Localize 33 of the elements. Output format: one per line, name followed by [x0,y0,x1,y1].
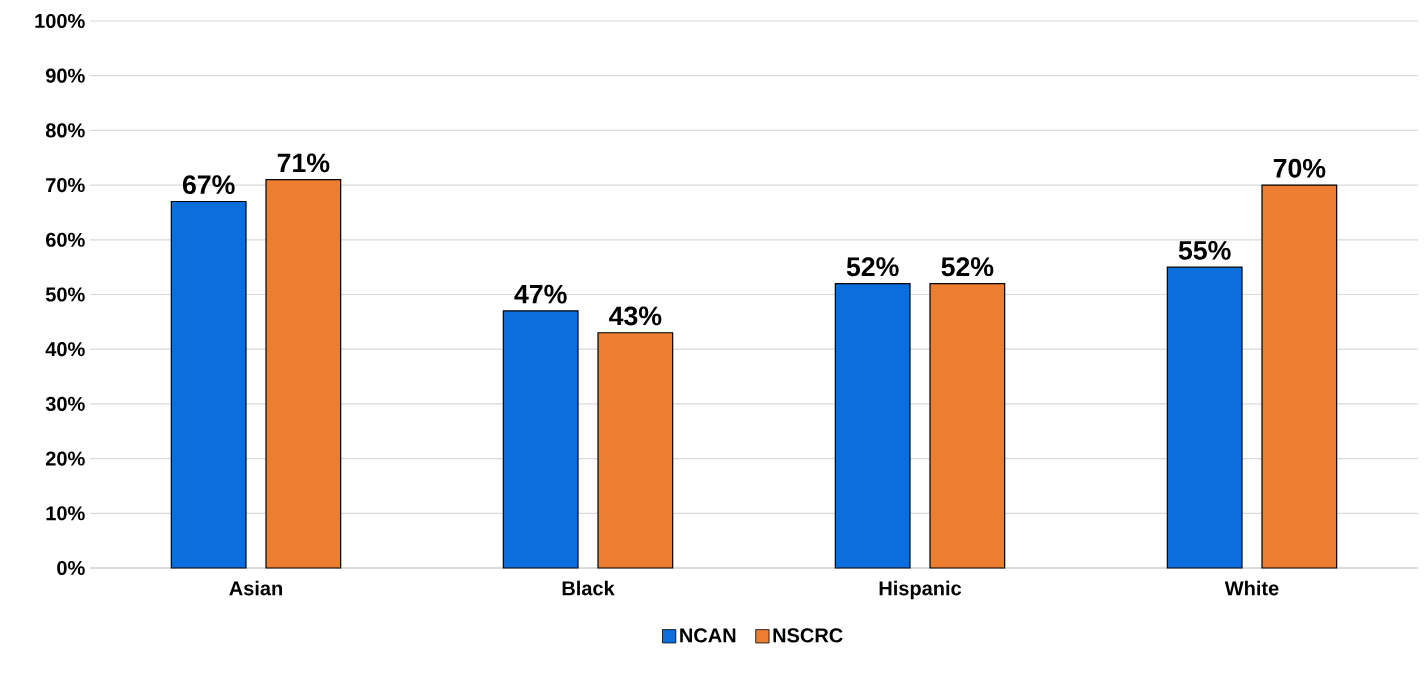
y-tick-label: 50% [45,287,85,302]
y-tick-label: 80% [45,123,85,138]
x-tick-label: White [1224,580,1279,596]
y-tick-label: 0% [57,560,85,576]
legend-label: NCAN [680,628,736,643]
legend-label: NSCRC [773,628,843,643]
data-label: 71% [277,153,330,173]
bar [265,179,342,569]
data-label: 52% [846,257,899,277]
data-label: 70% [1273,158,1326,178]
data-label: 43% [609,306,662,326]
bar [170,200,247,569]
y-tick-label: 70% [46,178,85,193]
y-tick-label: 40% [45,342,85,357]
data-label: 47% [514,284,567,304]
y-tick-label: 20% [45,451,85,466]
y-tick-label: 60% [46,232,85,247]
data-label: 55% [1178,240,1231,260]
bar [1261,184,1338,569]
bar [502,310,579,569]
x-tick-label: Hispanic [879,580,962,600]
bar [597,332,674,569]
x-tick-label: Black [562,580,615,596]
y-tick-label: 100% [35,13,85,29]
data-label: 67% [182,175,235,195]
x-tick-label: Asian [229,580,282,596]
y-tick-label: 10% [46,506,85,521]
y-tick-label: 90% [45,68,85,83]
bar [834,282,911,569]
bar [1166,266,1243,569]
bar [929,282,1006,569]
y-tick-label: 30% [45,396,85,411]
data-label: 52% [941,257,994,277]
